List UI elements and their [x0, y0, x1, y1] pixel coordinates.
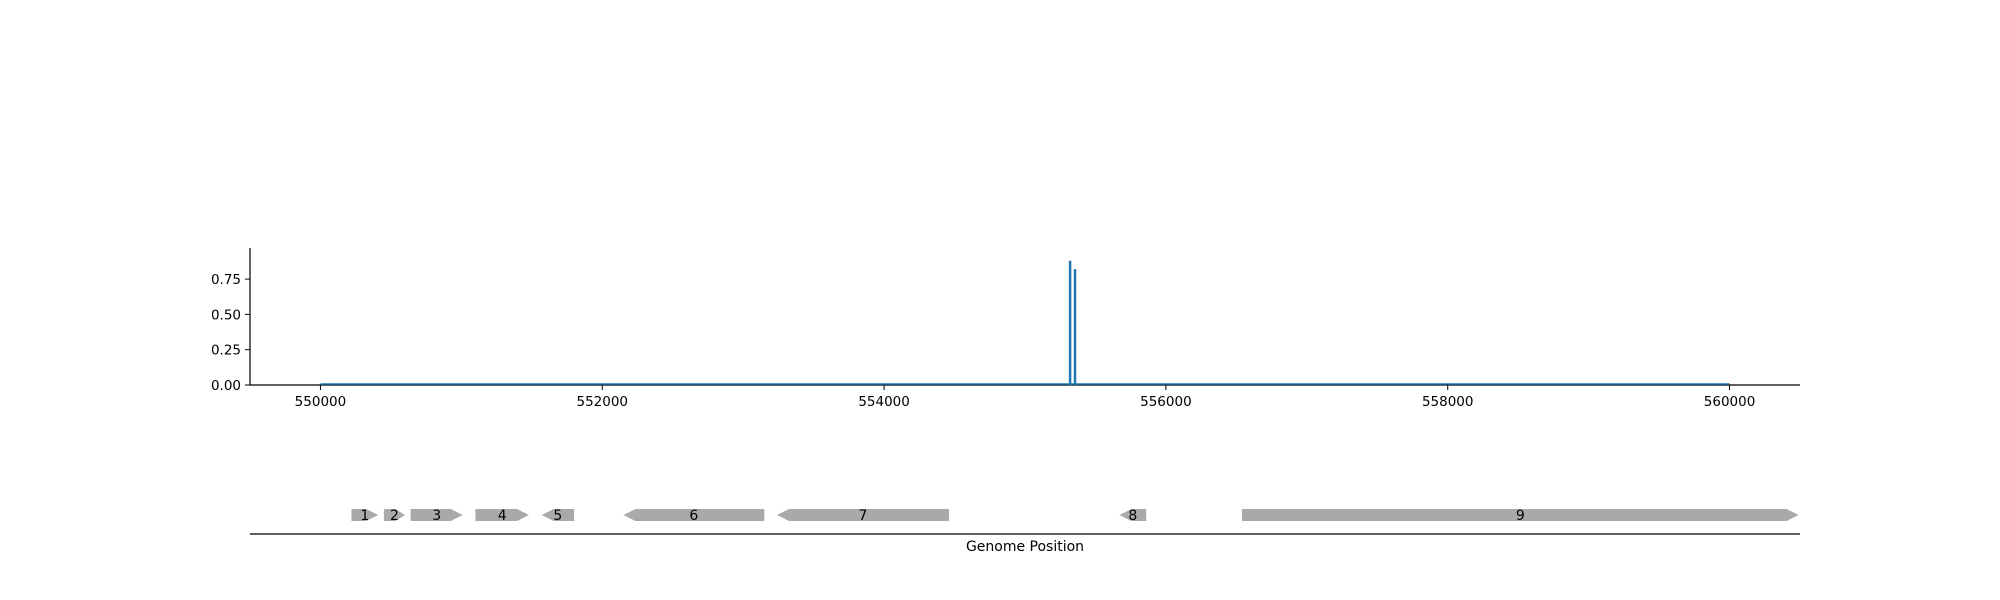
gene-arrow — [351, 509, 379, 521]
gene-label: 6 — [689, 508, 698, 524]
gene-arrow — [623, 509, 765, 521]
gene-arrow — [777, 509, 949, 521]
gene-arrow — [1119, 509, 1147, 521]
x-tick-label: 560000 — [1704, 394, 1756, 410]
gene-label: 2 — [390, 508, 399, 524]
y-tick-label: 0.25 — [211, 343, 241, 359]
x-tick-label: 556000 — [1140, 394, 1192, 410]
y-tick-label: 0.00 — [211, 378, 241, 394]
x-tick-label: 558000 — [1422, 394, 1474, 410]
x-tick-label: 550000 — [295, 394, 347, 410]
signal-panel: 0.00 0.25 0.50 0.75 550000 552000 554000 556000… — [211, 248, 1800, 410]
gene-arrow — [475, 509, 529, 521]
x-tick-label: 554000 — [858, 394, 910, 410]
gene-track-panel: 1 2 3 4 5 6 7 8 9 Genome Position — [250, 508, 1800, 555]
gene-label: 5 — [553, 508, 562, 524]
gene-arrow — [1242, 509, 1799, 521]
gene-label: 4 — [498, 508, 507, 524]
gene-label: 1 — [360, 508, 369, 524]
gene-label: 7 — [858, 508, 867, 524]
x-axis-title: Genome Position — [966, 539, 1084, 555]
gene-arrow — [541, 509, 575, 521]
gene-label: 8 — [1128, 508, 1137, 524]
x-tick-label: 552000 — [576, 394, 628, 410]
gene-label: 3 — [432, 508, 441, 524]
y-tick-label: 0.50 — [211, 307, 241, 323]
gene-arrow — [410, 509, 463, 521]
gene-label: 9 — [1516, 508, 1525, 524]
y-tick-label: 0.75 — [211, 272, 241, 288]
gene-arrow — [383, 509, 405, 521]
